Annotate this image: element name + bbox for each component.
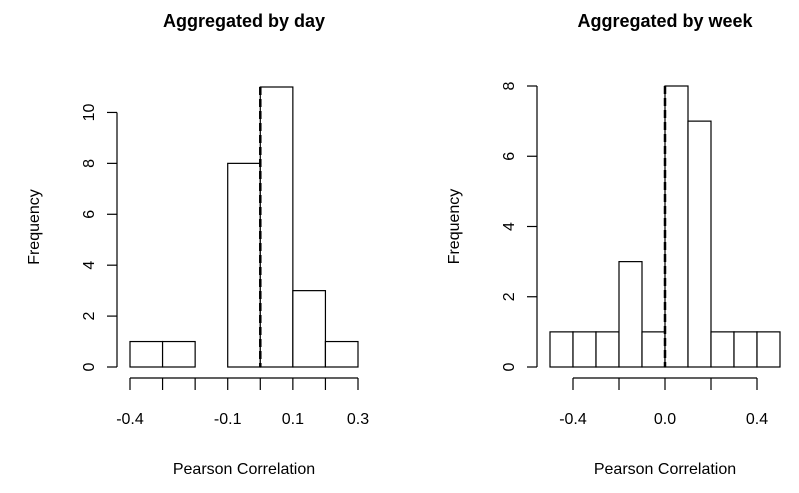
x-axis-label: Pearson Correlation [173, 461, 315, 478]
bar [549, 331, 574, 368]
chart-title: Aggregated by week [577, 11, 753, 31]
x-tick-label: 0.4 [746, 411, 768, 428]
y-tick-label: 2 [501, 292, 518, 301]
y-tick-label: 0 [501, 362, 518, 371]
y-tick-label: 8 [81, 159, 98, 168]
y-tick-label: 4 [81, 261, 98, 270]
bar [227, 162, 261, 368]
x-tick-label: 0.0 [654, 411, 676, 428]
bar [710, 331, 735, 368]
bar [129, 340, 164, 368]
y-tick-label: 6 [81, 210, 98, 219]
bar [664, 85, 689, 368]
y-tick-label: 10 [81, 103, 98, 121]
x-tick-label: 0.1 [282, 411, 304, 428]
bar [687, 120, 712, 368]
bar [324, 340, 359, 368]
x-tick-label: -0.1 [214, 411, 242, 428]
bar [292, 290, 327, 368]
bar [756, 331, 781, 368]
x-tick-label: 0.3 [347, 411, 369, 428]
y-tick-label: 2 [81, 312, 98, 321]
bar [733, 331, 758, 368]
bar [572, 331, 597, 368]
chart-title: Aggregated by day [163, 11, 325, 31]
bar [595, 331, 620, 368]
bar [618, 261, 643, 368]
y-tick-label: 4 [501, 222, 518, 231]
y-tick-label: 6 [501, 152, 518, 161]
x-axis-label: Pearson Correlation [594, 461, 736, 478]
bar [161, 340, 196, 368]
x-tick-label: -0.4 [116, 411, 144, 428]
y-tick-label: 8 [501, 81, 518, 90]
x-tick-label: -0.4 [559, 411, 587, 428]
y-axis-label: Frequency [26, 189, 43, 265]
y-tick-label: 0 [81, 362, 98, 371]
bar [641, 331, 666, 368]
bar [259, 86, 294, 368]
y-axis-label: Frequency [446, 189, 463, 265]
